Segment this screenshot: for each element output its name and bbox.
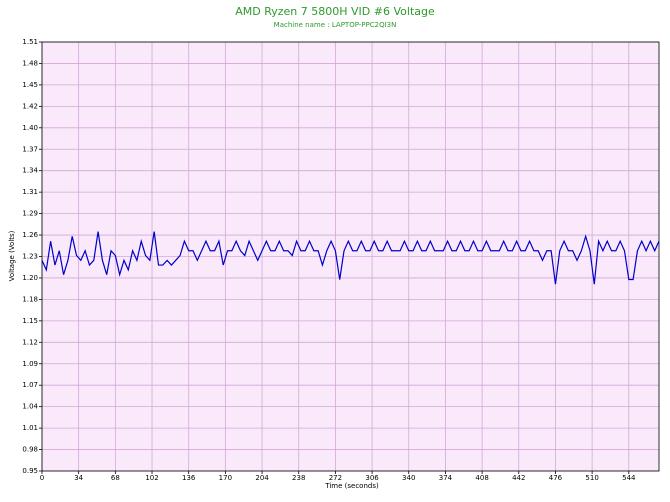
y-tick-label: 1.26: [22, 231, 38, 239]
x-tick-label: 272: [329, 474, 342, 482]
x-tick-label: 170: [219, 474, 232, 482]
y-tick-label: 1.18: [22, 295, 38, 303]
y-tick-label: 1.04: [22, 403, 38, 411]
x-tick-label: 68: [111, 474, 120, 482]
x-tick-label: 0: [40, 474, 44, 482]
y-axis-label: Voltage (Volts): [8, 230, 16, 281]
y-tick-label: 1.09: [22, 360, 38, 368]
y-tick-label: 1.23: [22, 253, 38, 261]
y-tick-label: 1.45: [22, 81, 38, 89]
x-tick-label: 374: [439, 474, 453, 482]
x-tick-label: 510: [585, 474, 598, 482]
voltage-line: [41, 231, 660, 285]
y-tick-label: 1.40: [22, 124, 38, 132]
y-tick-label: 1.12: [22, 338, 38, 346]
y-tick-label: 1.07: [22, 381, 38, 389]
x-tick-label: 204: [255, 474, 269, 482]
x-tick-label: 306: [365, 474, 379, 482]
x-tick-label: 238: [292, 474, 305, 482]
x-tick-label: 476: [549, 474, 563, 482]
chart-subtitle: Machine name : LAPTOP-PPC2QI3N: [274, 21, 397, 29]
y-tick-label: 1.48: [22, 59, 38, 67]
y-tick-label: 1.20: [22, 274, 38, 282]
x-tick-label: 442: [512, 474, 525, 482]
y-tick-label: 1.29: [22, 210, 38, 218]
y-tick-label: 1.15: [22, 317, 38, 325]
x-tick-label: 544: [622, 474, 636, 482]
x-tick-label: 408: [475, 474, 488, 482]
x-tick-label: 102: [145, 474, 158, 482]
x-axis-label: Time (seconds): [324, 482, 379, 490]
y-tick-label: 1.34: [22, 167, 38, 175]
x-tick-label: 340: [402, 474, 415, 482]
y-tick-label: 0.95: [22, 467, 38, 475]
y-tick-label: 1.01: [22, 424, 38, 432]
y-tick-label: 1.51: [22, 38, 38, 46]
y-tick-label: 1.37: [22, 145, 38, 153]
x-tick-label: 136: [182, 474, 196, 482]
y-tick-label: 1.42: [22, 102, 38, 110]
plot-border: [41, 41, 660, 472]
chart-title: AMD Ryzen 7 5800H VID #6 Voltage: [235, 5, 435, 18]
x-tick-label: 34: [74, 474, 83, 482]
y-tick-label: 0.98: [22, 446, 38, 454]
y-tick-label: 1.31: [22, 188, 38, 196]
